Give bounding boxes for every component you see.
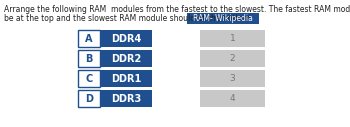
FancyBboxPatch shape	[78, 70, 100, 87]
Text: be at the top and the slowest RAM module should at the bottom.: be at the top and the slowest RAM module…	[4, 14, 253, 23]
Text: C: C	[85, 74, 93, 83]
Text: RAM- Wikipedia: RAM- Wikipedia	[193, 14, 253, 23]
Text: A: A	[85, 34, 93, 44]
FancyBboxPatch shape	[200, 30, 265, 47]
Text: 4: 4	[230, 94, 235, 103]
FancyBboxPatch shape	[187, 13, 259, 24]
Text: D: D	[85, 93, 93, 104]
FancyBboxPatch shape	[200, 70, 265, 87]
Text: 1: 1	[230, 34, 235, 43]
FancyBboxPatch shape	[200, 90, 265, 107]
Text: DDR1: DDR1	[111, 74, 141, 83]
FancyBboxPatch shape	[78, 30, 100, 47]
FancyBboxPatch shape	[78, 90, 100, 107]
Text: B: B	[85, 53, 93, 64]
FancyBboxPatch shape	[100, 70, 152, 87]
Text: Arrange the following RAM  modules from the fastest to the slowest. The fastest : Arrange the following RAM modules from t…	[4, 5, 350, 14]
FancyBboxPatch shape	[100, 90, 152, 107]
Text: 2: 2	[230, 54, 235, 63]
FancyBboxPatch shape	[78, 50, 100, 67]
FancyBboxPatch shape	[200, 50, 265, 67]
FancyBboxPatch shape	[100, 30, 152, 47]
Text: DDR2: DDR2	[111, 53, 141, 64]
Text: 3: 3	[230, 74, 235, 83]
Text: DDR4: DDR4	[111, 34, 141, 44]
Text: DDR3: DDR3	[111, 93, 141, 104]
FancyBboxPatch shape	[100, 50, 152, 67]
